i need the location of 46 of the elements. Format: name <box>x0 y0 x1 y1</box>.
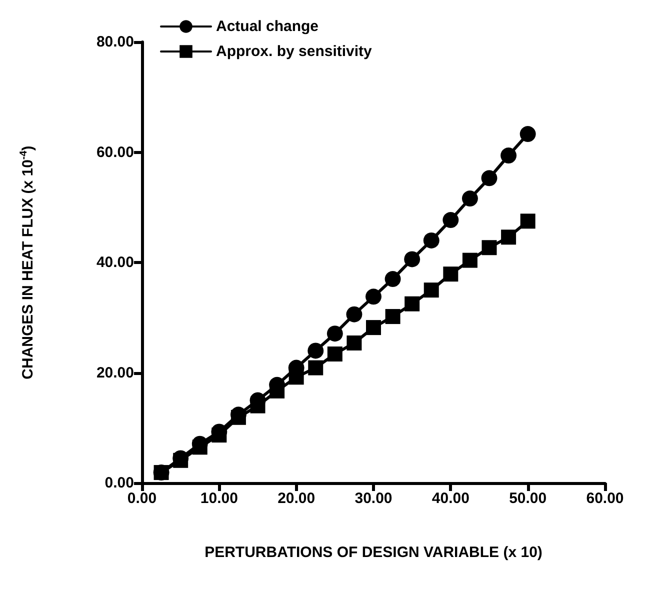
point <box>326 326 343 342</box>
point <box>192 440 208 455</box>
x-tick-label: 40.00 <box>432 490 470 507</box>
legend-label: Actual change <box>216 18 319 35</box>
x-tick-label: 20.00 <box>278 490 316 507</box>
x-axis-title: PERTURBATIONS OF DESIGN VARIABLE (x 10) <box>204 544 542 561</box>
point <box>250 398 266 414</box>
point <box>423 232 440 248</box>
point <box>346 335 362 350</box>
point <box>520 126 536 142</box>
point <box>366 288 382 305</box>
point <box>442 212 459 228</box>
point <box>308 360 324 376</box>
x-tick-label: 30.00 <box>354 490 392 507</box>
y-tick-label: 60.00 <box>96 144 134 161</box>
point <box>501 230 516 245</box>
point <box>443 266 458 282</box>
point <box>500 148 517 164</box>
point <box>385 309 400 324</box>
point <box>154 465 169 480</box>
point <box>462 190 478 207</box>
point <box>366 320 381 336</box>
point <box>520 214 536 229</box>
point <box>424 282 439 298</box>
point <box>230 410 246 425</box>
point <box>462 252 478 268</box>
x-tick-label: 0.00 <box>127 490 157 507</box>
point <box>481 170 498 186</box>
x-tick-label: 60.00 <box>586 490 624 507</box>
point <box>404 296 420 312</box>
y-axis-title: CHANGES IN HEAT FLUX (x 10-4) <box>18 146 36 380</box>
x-tick-label: 50.00 <box>509 490 547 507</box>
point <box>384 271 401 288</box>
point <box>288 370 304 385</box>
y-tick-label: 0.00 <box>104 474 134 492</box>
x-tick-label: 10.00 <box>200 490 238 507</box>
point <box>404 251 420 268</box>
point <box>308 342 324 359</box>
y-tick-label: 20.00 <box>96 364 134 382</box>
point <box>346 306 362 322</box>
point <box>482 240 497 256</box>
legend-label: Approx. by sensitivity <box>216 43 373 60</box>
y-tick-label: 80.00 <box>96 34 134 50</box>
y-tick-label: 40.00 <box>96 254 134 271</box>
point <box>212 428 227 443</box>
point <box>327 346 342 362</box>
